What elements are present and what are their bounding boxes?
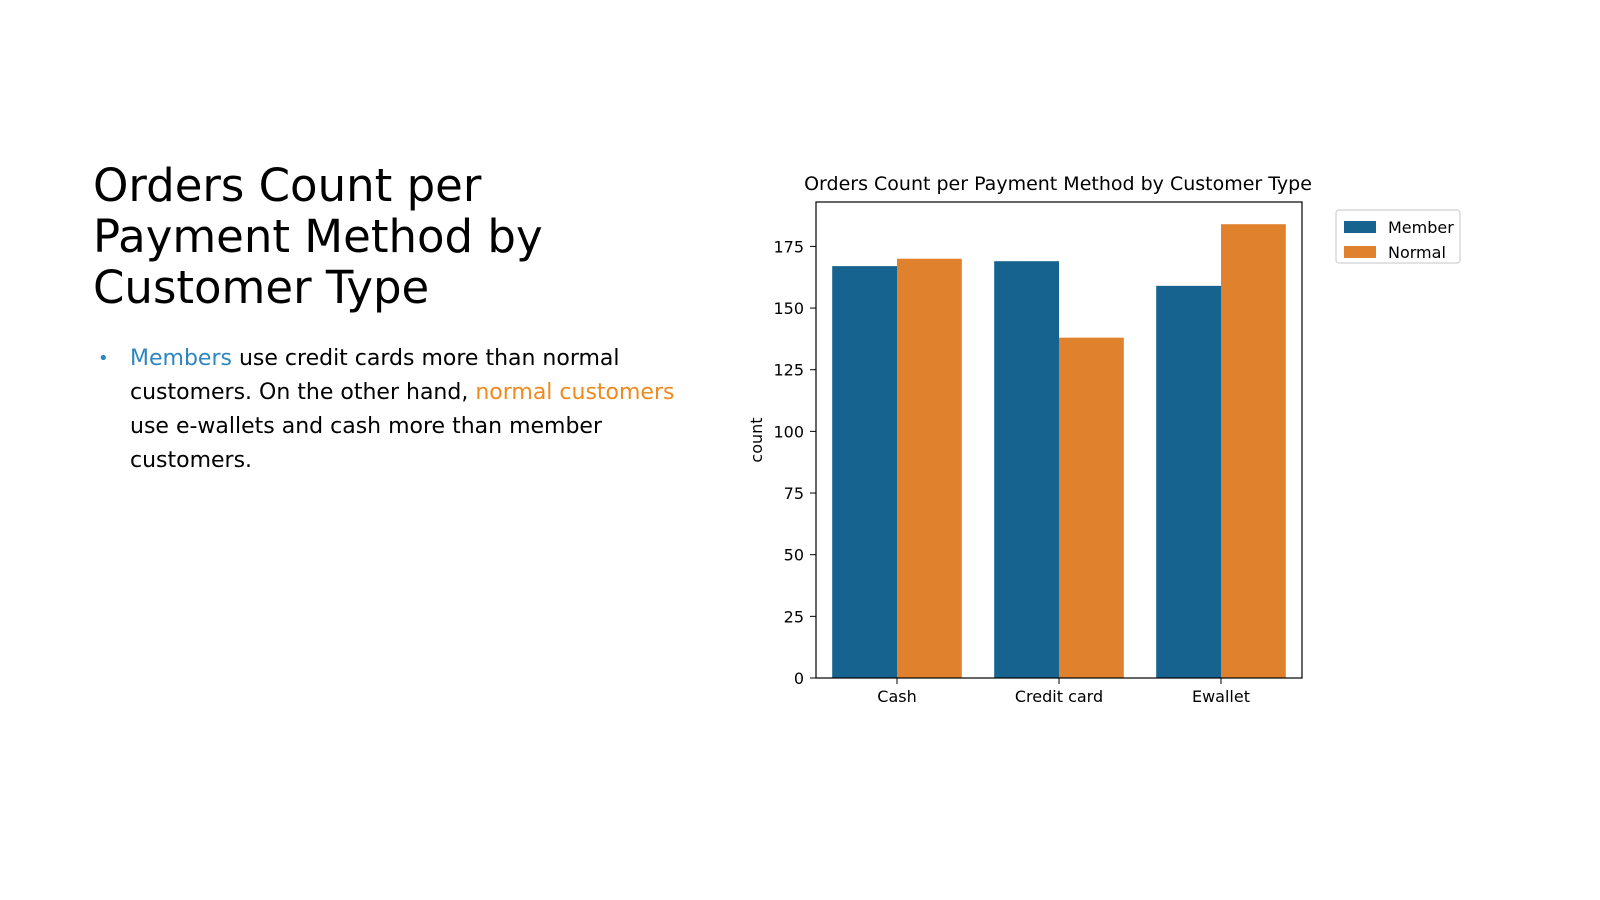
y-tick-label-25: 25 (784, 607, 804, 626)
legend: Member Normal (1335, 209, 1461, 264)
plot-frame (815, 201, 1303, 679)
y-tick-label-125: 125 (773, 361, 804, 380)
bar-normal-ewallet (1221, 224, 1286, 678)
bullet-text-e-wallets: e-wallets (175, 414, 275, 439)
bar-member-ewallet (1156, 285, 1221, 678)
bar-member-cash (832, 266, 897, 678)
bullet-item: • Members use credit cards more than nor… (93, 342, 693, 478)
bullet-text-middle: more than normal customers. On the other… (130, 346, 620, 405)
y-tick-label-0: 0 (794, 669, 804, 688)
bars-group (832, 224, 1286, 678)
legend-label-normal: Normal (1388, 243, 1446, 262)
chart-title: Orders Count per Payment Method by Custo… (804, 173, 1312, 195)
bullet-text-members: Members (130, 346, 232, 371)
y-tick-label-50: 50 (784, 546, 804, 565)
y-tick-label-75: 75 (784, 484, 804, 503)
x-tick-label-cash: Cash (877, 687, 916, 706)
x-axis: Cash Credit card Ewallet (877, 678, 1250, 706)
bar-chart: Orders Count per Payment Method by Custo… (740, 160, 1520, 740)
y-axis-label: count (747, 417, 766, 462)
bullet-text-use-2: use (130, 414, 176, 439)
chart-svg: Orders Count per Payment Method by Custo… (747, 173, 1461, 706)
bullet-text-and: and (274, 414, 331, 439)
bar-normal-cash (897, 258, 962, 678)
y-axis: 0 25 50 75 100 125 150 175 (773, 237, 816, 688)
bullet-text-end: more than member customers. (130, 414, 603, 473)
y-tick-label-175: 175 (773, 237, 804, 256)
y-tick-label-100: 100 (773, 422, 804, 441)
slide-title: Orders Count per Payment Method by Custo… (93, 159, 543, 314)
bullet-text-cash: cash (330, 414, 382, 439)
x-tick-label-credit-card: Credit card (1015, 687, 1103, 706)
bullet-text-use: use (231, 346, 285, 371)
legend-swatch-normal (1344, 246, 1376, 258)
bullet-text-credit-cards: credit cards (284, 346, 415, 371)
x-tick-label-ewallet: Ewallet (1192, 687, 1250, 706)
legend-swatch-member (1344, 221, 1376, 233)
bullet-list: • Members use credit cards more than nor… (93, 342, 693, 478)
bar-member-credit-card (994, 261, 1059, 678)
y-tick-label-150: 150 (773, 299, 804, 318)
legend-label-member: Member (1388, 218, 1454, 237)
bar-normal-credit-card (1059, 337, 1124, 678)
bullet-text-normal-customers: normal customers (475, 380, 675, 405)
bullet-marker: • (98, 348, 109, 369)
